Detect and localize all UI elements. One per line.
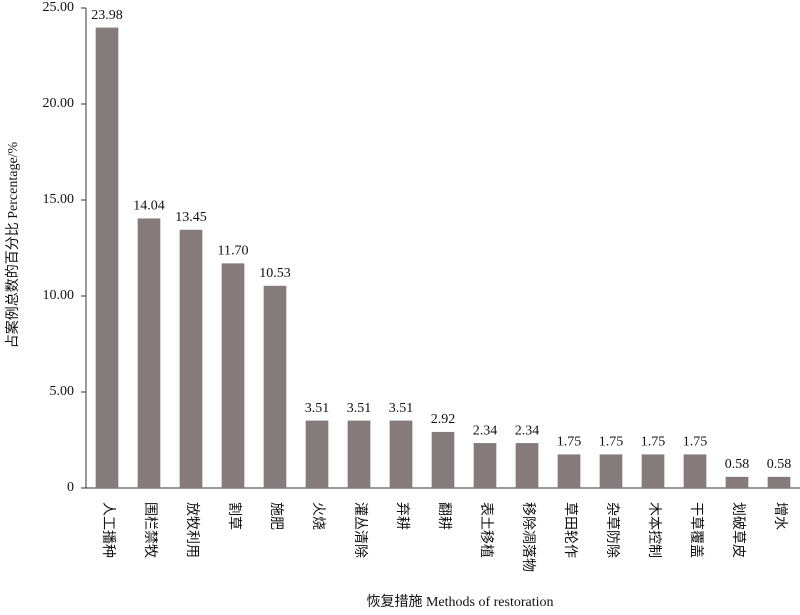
bar — [431, 431, 455, 488]
value-label: 10.53 — [259, 266, 291, 281]
value-label: 3.51 — [389, 401, 414, 416]
x-tick-label: 移除凋落物 — [520, 502, 536, 572]
value-label: 1.75 — [641, 435, 666, 450]
x-tick-label: 划破草皮 — [730, 502, 746, 558]
x-tick-label: 弃耕 — [394, 502, 411, 530]
value-label: 3.51 — [347, 401, 372, 416]
bar — [725, 476, 749, 488]
x-tick-label: 表土移植 — [478, 502, 494, 558]
y-tick-label: 0 — [67, 480, 74, 495]
y-tick-label: 20.00 — [43, 96, 75, 111]
value-label: 2.34 — [473, 423, 498, 438]
value-label: 0.58 — [767, 457, 792, 472]
x-tick-label: 杂草防除 — [604, 502, 620, 558]
bar — [263, 285, 287, 488]
y-tick-label: 10.00 — [43, 288, 75, 303]
bar — [641, 454, 665, 488]
y-axis-title: 占案例总数的百分比 Percentage/% — [4, 141, 21, 348]
x-tick-label: 围栏禁牧 — [142, 502, 158, 558]
value-label: 14.04 — [133, 199, 165, 214]
x-tick-label: 灌丛清除 — [352, 502, 368, 558]
value-label: 0.58 — [725, 457, 750, 472]
value-label: 23.98 — [91, 8, 123, 23]
value-label: 1.75 — [683, 435, 708, 450]
x-tick-label: 翻耕 — [436, 502, 453, 530]
value-label: 11.70 — [218, 244, 249, 259]
x-tick-label: 增水 — [772, 502, 788, 530]
bar — [557, 454, 581, 488]
x-tick-label: 施肥 — [268, 502, 284, 530]
bar — [305, 420, 329, 488]
value-label: 13.45 — [175, 210, 207, 225]
bar — [221, 263, 245, 488]
bar — [347, 420, 371, 488]
value-label: 2.34 — [515, 423, 540, 438]
bar — [683, 454, 707, 488]
bar — [389, 420, 413, 488]
y-tick-label: 25.00 — [43, 0, 75, 15]
x-axis-title: 恢复措施 Methods of restoration — [366, 593, 553, 610]
bar — [137, 218, 161, 488]
bar — [179, 229, 203, 488]
bar — [473, 443, 497, 488]
x-tick-label: 草田轮作 — [562, 502, 578, 558]
x-tick-label: 木本控制 — [646, 502, 662, 558]
y-tick-label: 15.00 — [43, 192, 75, 207]
value-label: 3.51 — [305, 401, 330, 416]
bar — [95, 27, 119, 489]
x-tick-label: 放牧利用 — [184, 502, 200, 558]
x-tick-label: 火烧 — [310, 502, 326, 530]
x-tick-label: 割草 — [226, 502, 243, 530]
x-tick-label: 干草覆盖 — [688, 502, 704, 558]
y-tick-label: 5.00 — [50, 384, 75, 399]
x-tick-label: 人工播种 — [100, 502, 116, 558]
value-label: 2.92 — [431, 412, 456, 427]
value-label: 1.75 — [557, 435, 582, 450]
value-label: 1.75 — [599, 435, 624, 450]
bar — [515, 443, 539, 488]
bar — [599, 454, 623, 488]
bar — [767, 476, 791, 488]
